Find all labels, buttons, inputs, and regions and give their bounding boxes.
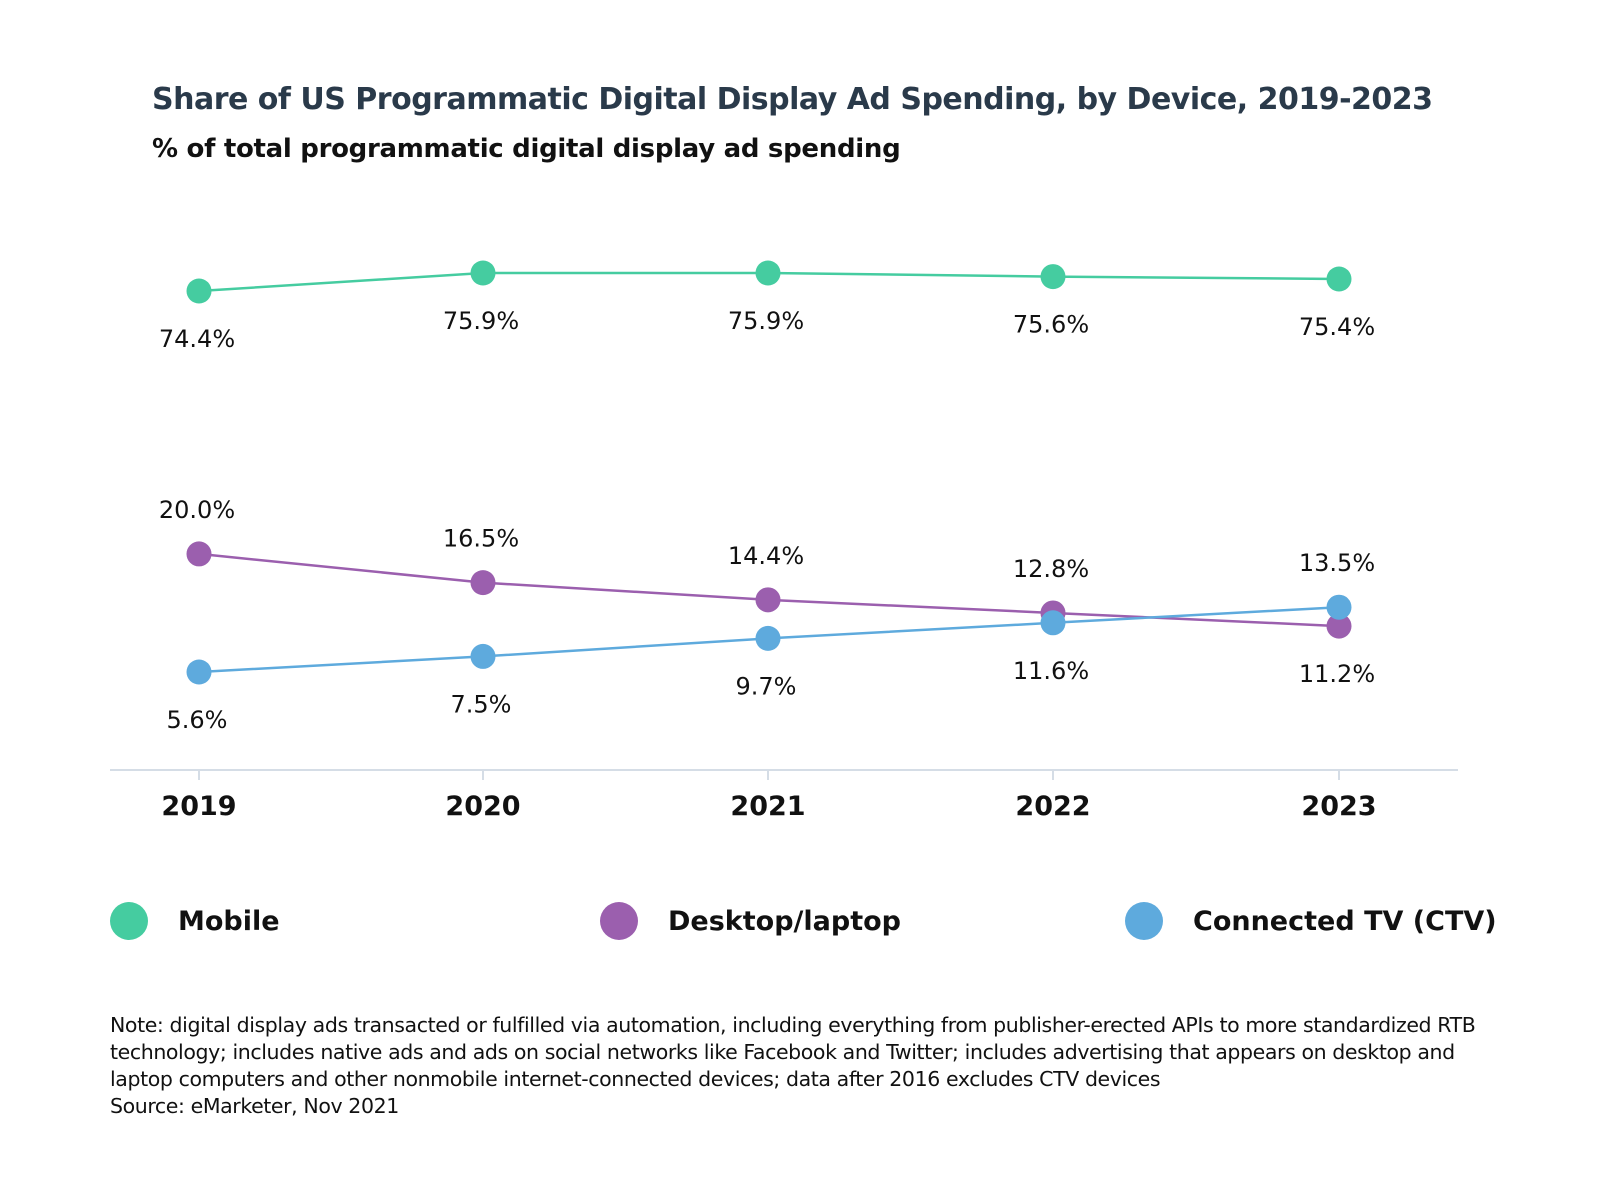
data-label: 13.5%: [1299, 549, 1375, 577]
x-tick-label: 2020: [445, 791, 520, 822]
chart-subtitle: % of total programmatic digital display …: [152, 134, 901, 164]
x-tick-label: 2022: [1015, 791, 1090, 822]
data-label: 11.6%: [1013, 657, 1089, 685]
data-point: [186, 659, 212, 685]
data-label: 20.0%: [159, 496, 235, 524]
data-label: 75.9%: [728, 307, 804, 335]
data-label: 75.4%: [1299, 313, 1375, 341]
x-tick-label: 2019: [161, 791, 236, 822]
note-text: Note: digital display ads transacted or …: [110, 1013, 1476, 1091]
legend-item: Connected TV (CTV): [1125, 902, 1497, 940]
data-point: [1326, 594, 1352, 620]
data-point: [1040, 264, 1066, 290]
data-label: 14.4%: [728, 542, 804, 570]
legend-label: Connected TV (CTV): [1193, 905, 1497, 937]
data-point: [186, 278, 212, 304]
data-label: 9.7%: [736, 672, 797, 700]
data-label: 74.4%: [159, 325, 235, 353]
data-point: [1040, 610, 1066, 636]
data-point: [755, 260, 781, 286]
data-label: 16.5%: [443, 525, 519, 553]
data-label: 75.6%: [1013, 311, 1089, 339]
legend-label: Desktop/laptop: [668, 905, 901, 937]
data-point: [755, 625, 781, 651]
data-label: 5.6%: [167, 706, 228, 734]
data-point: [1326, 266, 1352, 292]
legend-swatch: [1125, 902, 1163, 940]
data-point: [470, 570, 496, 596]
data-label: 7.5%: [451, 690, 512, 718]
legend-swatch: [600, 902, 638, 940]
data-point: [470, 643, 496, 669]
data-point: [186, 541, 212, 567]
chart-title: Share of US Programmatic Digital Display…: [152, 82, 1433, 117]
data-label: 11.2%: [1299, 660, 1375, 688]
footnote: Note: digital display ads transacted or …: [110, 1012, 1490, 1120]
legend-item: Mobile: [110, 902, 280, 940]
legend-item: Desktop/laptop: [600, 902, 901, 940]
x-tick-label: 2021: [730, 791, 805, 822]
source-text: Source: eMarketer, Nov 2021: [110, 1094, 399, 1118]
data-label: 12.8%: [1013, 555, 1089, 583]
data-point: [1326, 613, 1352, 639]
data-point: [755, 587, 781, 613]
data-point: [470, 260, 496, 286]
x-tick-label: 2023: [1301, 791, 1376, 822]
data-label: 75.9%: [443, 307, 519, 335]
legend-swatch: [110, 902, 148, 940]
legend-label: Mobile: [178, 905, 280, 937]
